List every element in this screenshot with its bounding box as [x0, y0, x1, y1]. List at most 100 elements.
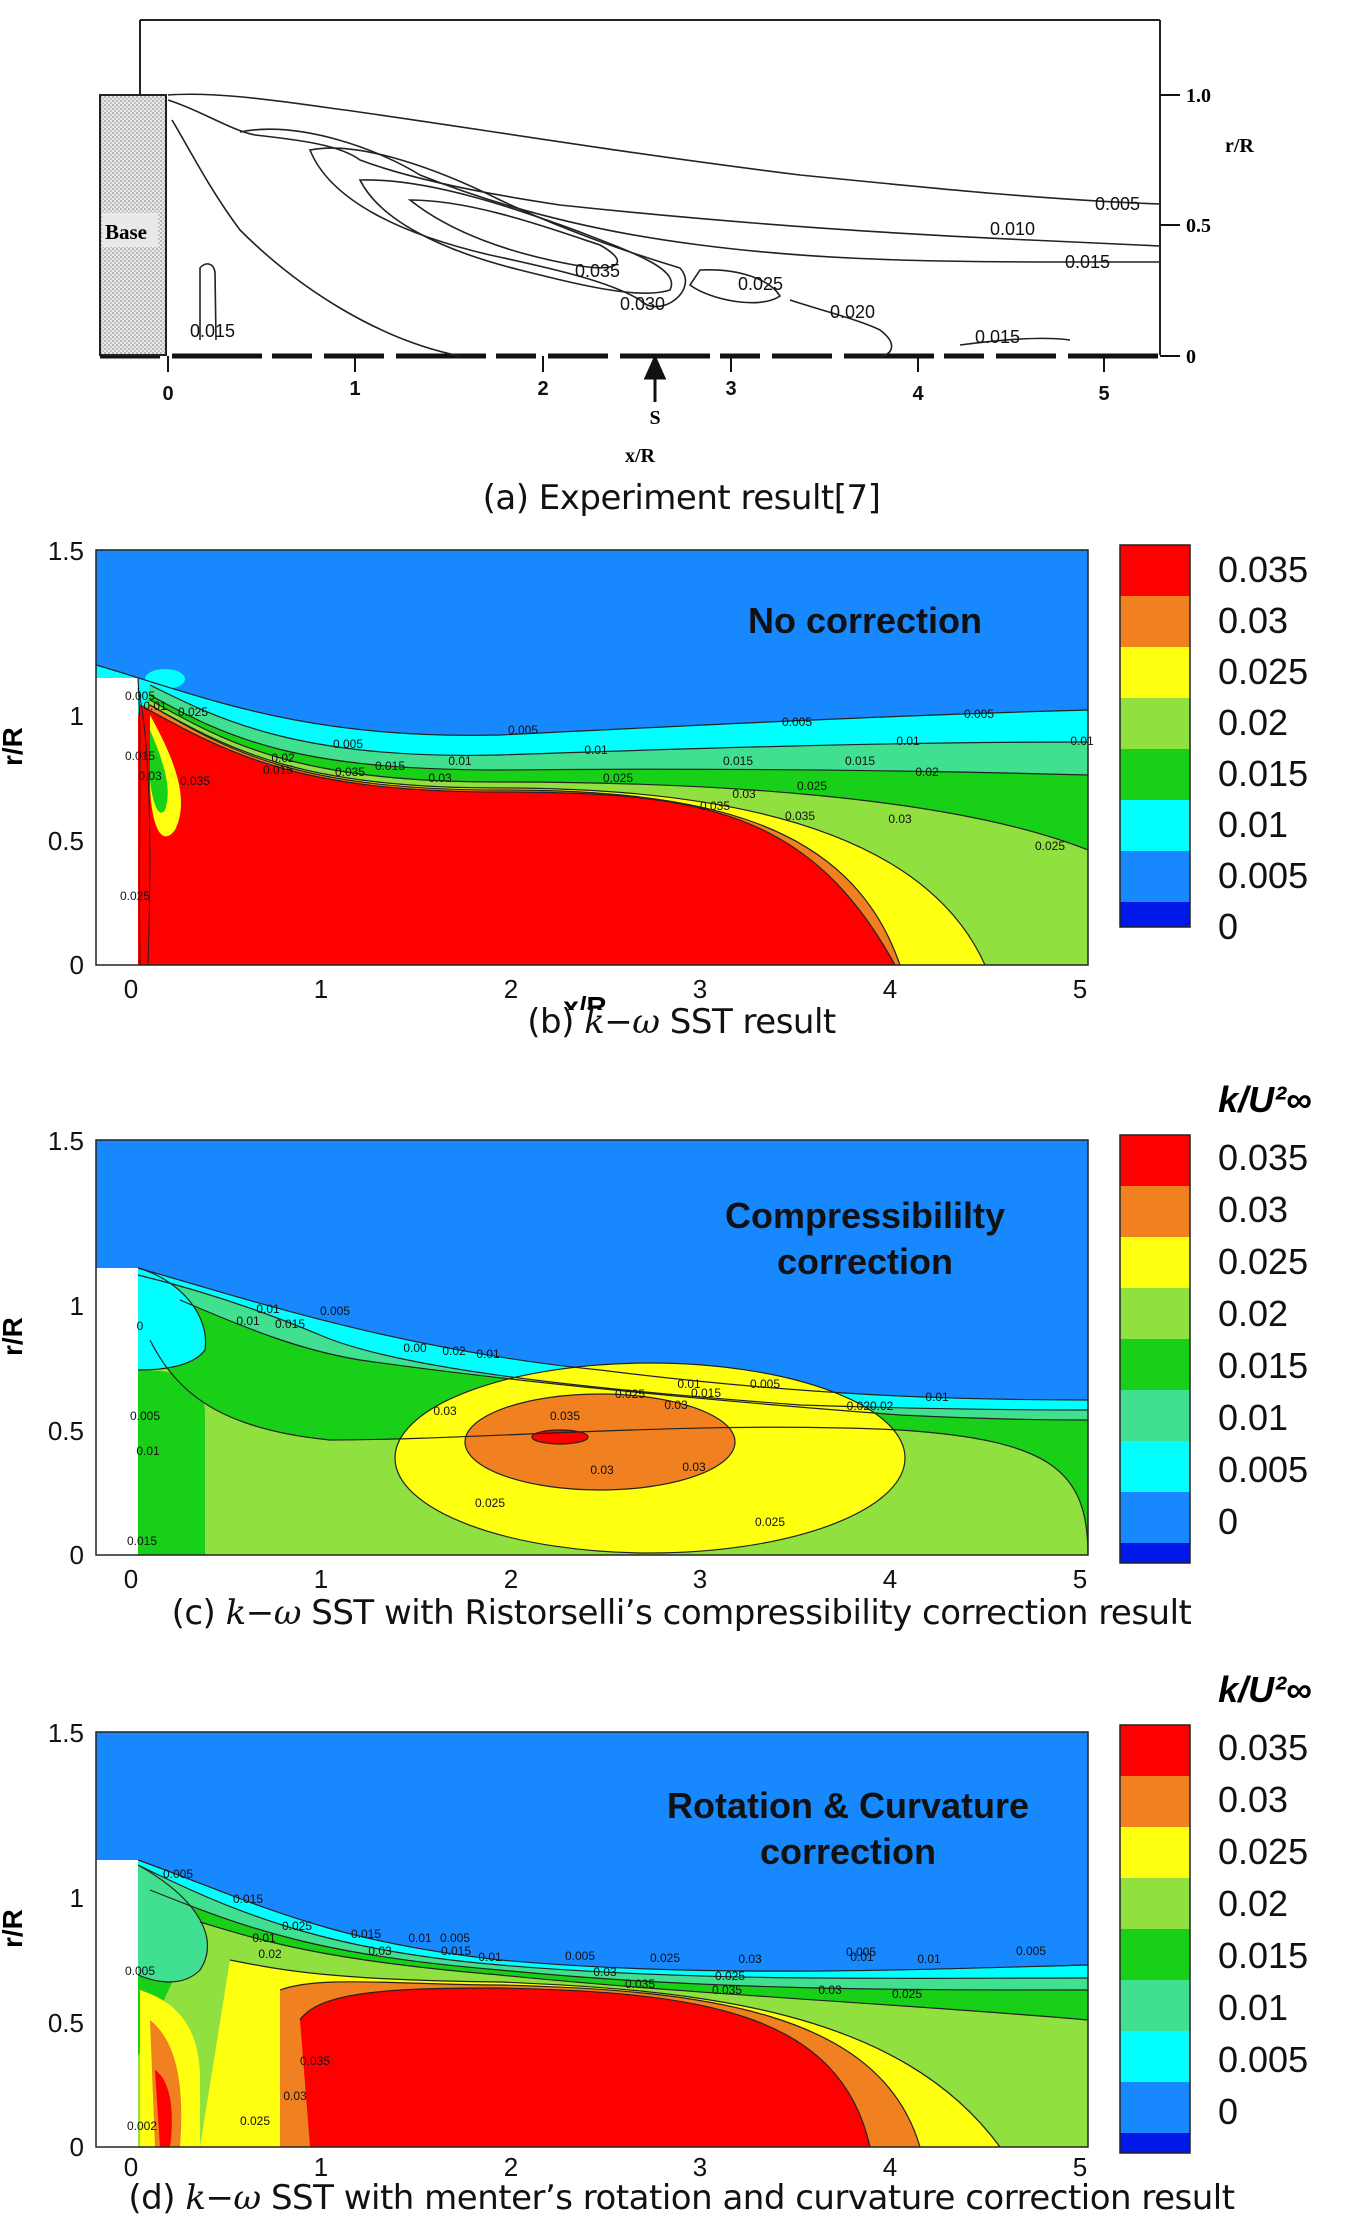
- contour-label: 0.015: [441, 1944, 471, 1958]
- contour-label: 0.005: [130, 1409, 160, 1423]
- ytick: 1.5: [48, 536, 84, 566]
- colorbar-level: 0.03: [1218, 1189, 1288, 1230]
- contour-label: 0.005: [125, 1964, 155, 1978]
- contour-label: 0.025: [650, 1951, 680, 1965]
- ytick: 0: [70, 950, 84, 980]
- contour-label: 0.01: [896, 734, 920, 748]
- contour-label: 0.005: [964, 707, 994, 721]
- contour-label: 0.01: [677, 1377, 701, 1391]
- colorbar-level: 0.01: [1218, 1987, 1288, 2028]
- colorbar-level: 0.02: [1218, 1293, 1288, 1334]
- colorbar-level: 0: [1218, 2091, 1238, 2132]
- plot-frame: [95, 1731, 1089, 2148]
- panel-a-experiment: Base 0.005 0.010 0.015 0.035 0.030 0.025…: [99, 19, 1254, 467]
- colorbar-level: 0.005: [1218, 855, 1308, 896]
- contour-label: 0.03: [283, 2089, 307, 2103]
- contour-label: 0.03: [738, 1952, 762, 1966]
- panel-a-ylabel: r/R: [1225, 135, 1254, 157]
- xtick: 0: [124, 1564, 138, 1590]
- colorbar-level: 0.035: [1218, 549, 1308, 590]
- contour-label: 0.015: [845, 754, 875, 768]
- contour-label: 0.015: [1065, 252, 1110, 272]
- ytick: 1: [70, 1291, 84, 1321]
- colorbar-level: 0.03: [1218, 600, 1288, 641]
- contour-label: 0.005: [320, 1304, 350, 1318]
- contour-label: 0.01: [236, 1314, 260, 1328]
- colorbar-level: 0.03: [1218, 1779, 1288, 1820]
- contour-label: 0.025: [120, 889, 150, 903]
- caption-d: (d) k−ω SST with menter’s rotation and c…: [128, 2178, 1235, 2218]
- contour-label: 0.01: [448, 754, 472, 768]
- panel-a-xtick: 4: [912, 383, 924, 405]
- xtick: 5: [1073, 1564, 1087, 1590]
- ytick: 0.5: [48, 1416, 84, 1446]
- contour-label: 0.03: [368, 1944, 392, 1958]
- xtick: 1: [314, 2152, 328, 2180]
- colorbar-level: 0.025: [1218, 1241, 1308, 1282]
- panel-a-ytick: 1.0: [1186, 85, 1211, 107]
- colorbar-level: 0.005: [1218, 1449, 1308, 1490]
- contour-label: 0.025: [797, 779, 827, 793]
- colorbar-level: 0.025: [1218, 1831, 1308, 1872]
- contour-label: 0.002: [127, 2119, 157, 2133]
- contour-label: 0.01: [584, 743, 608, 757]
- plot-frame: [95, 549, 1089, 966]
- ylabel: r/R: [0, 1317, 28, 1356]
- contour-label: 0.005: [565, 1949, 595, 1963]
- base-label-bg: [102, 213, 158, 247]
- panel-a-xtick: 0: [162, 383, 173, 405]
- contour-label: 0.01: [476, 1347, 500, 1361]
- caption-a: (a) Experiment result[7]: [482, 478, 881, 518]
- contour-label: 0.02: [258, 1947, 282, 1961]
- colorbar-level: 0: [1218, 1501, 1238, 1542]
- ytick: 1.5: [48, 1718, 84, 1748]
- contour-label: 0.005: [750, 1377, 780, 1391]
- contour-label: 0.025: [892, 1987, 922, 2001]
- contour-label: 0.035: [180, 774, 210, 788]
- contour-label: 0.005: [125, 689, 155, 703]
- panel-c-compressibility: k/U²∞ 0.01 0.01 0.015 0.005 0.00: [0, 1079, 1312, 1590]
- contour-label: 0.02: [442, 1344, 466, 1358]
- contour-label: 0.005: [1095, 194, 1140, 214]
- ylabel: r/R: [0, 727, 28, 766]
- contour-label: 0.025: [282, 1919, 312, 1933]
- contour-label: 0.01: [1070, 734, 1094, 748]
- contour-label: 0.03: [138, 769, 162, 783]
- contour-label: 0.03: [428, 771, 452, 785]
- contour-label: 0.025: [240, 2114, 270, 2128]
- xtick: 3: [693, 974, 707, 1004]
- colorbar-title: k/U²∞: [1218, 1079, 1312, 1120]
- contour-label: 0.01: [925, 1390, 949, 1404]
- contour-label: 0.03: [888, 812, 912, 826]
- contour-label: 0.005: [508, 723, 538, 737]
- contour-label: 0.035: [575, 261, 620, 281]
- contour-label: 0.01: [850, 1950, 874, 1964]
- contour-label: 0.015: [275, 1317, 305, 1331]
- contour-label: 0.00: [403, 1341, 427, 1355]
- caption-c: (c) k−ω SST with Ristorselli’s compressi…: [171, 1593, 1192, 1633]
- contour-label: 0.01: [143, 699, 167, 713]
- contour-label: 0.025: [755, 1515, 785, 1529]
- contour-label: 0.035: [550, 1409, 580, 1423]
- colorbar-level: 0.015: [1218, 1935, 1308, 1976]
- colorbar-level: 0.005: [1218, 2039, 1308, 2080]
- xtick: 4: [883, 2152, 897, 2180]
- panel-a-xtick: 2: [537, 378, 548, 400]
- xtick: 2: [504, 1564, 518, 1590]
- plot-frame: [95, 1139, 1089, 1556]
- contour-label: 0.02: [271, 751, 295, 765]
- contour-label: 0.01: [917, 1952, 941, 1966]
- contour-label: 0.01: [478, 1950, 502, 1964]
- panel-a-ytick: 0.5: [1186, 215, 1211, 237]
- xtick: 5: [1073, 974, 1087, 1004]
- contour-label: 0.005: [846, 1945, 876, 1959]
- contour-label: 0.025: [475, 1496, 505, 1510]
- contour-label: 0.015: [691, 1386, 721, 1400]
- colorbar-level: 0.01: [1218, 804, 1288, 845]
- colorbar-level: 0.025: [1218, 651, 1308, 692]
- contour-label: 0.035: [700, 799, 730, 813]
- colorbar-level: 0.015: [1218, 753, 1308, 794]
- contour-label: 0.005: [782, 715, 812, 729]
- panel-a-xtick: 5: [1098, 383, 1109, 405]
- contour-label: 0.015: [375, 759, 405, 773]
